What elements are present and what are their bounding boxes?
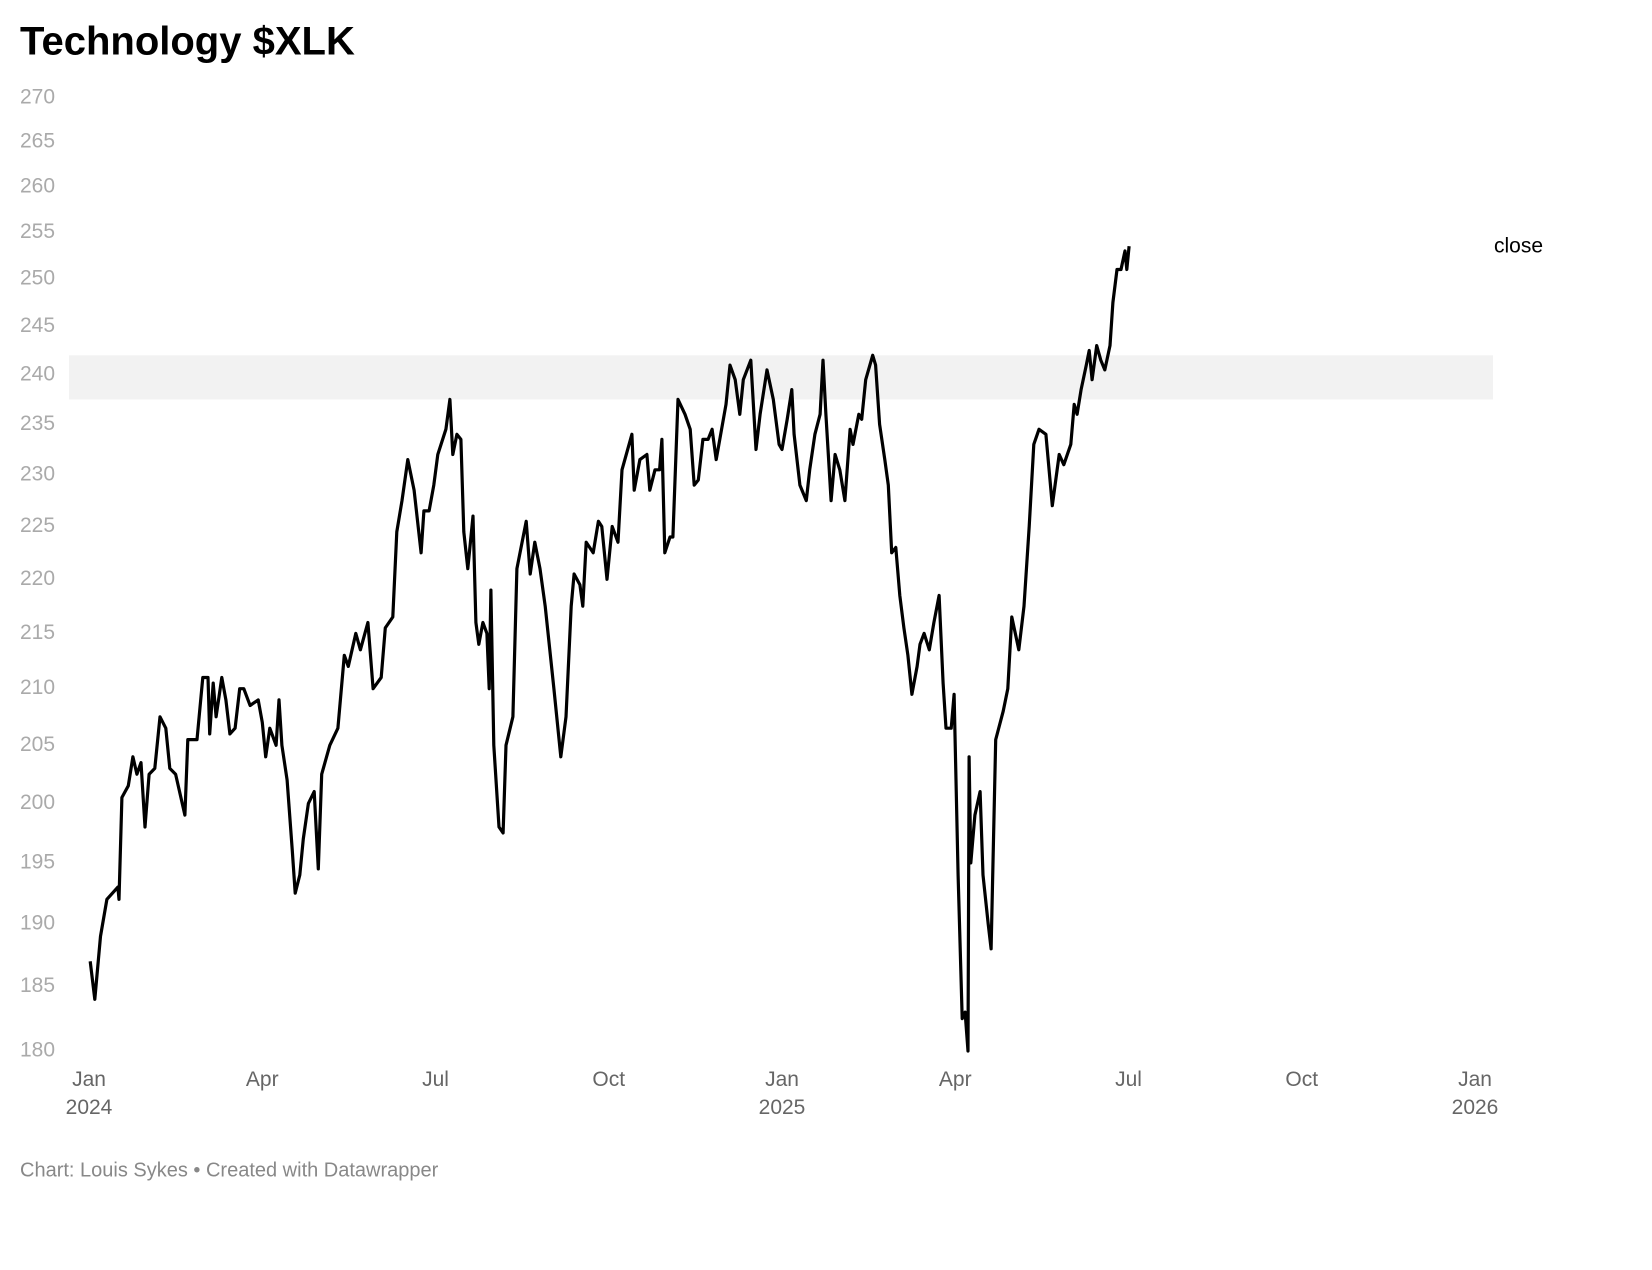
x-tick-label: Jul (422, 1068, 449, 1091)
y-tick-label: 180 (20, 1039, 55, 1062)
y-tick-label: 205 (20, 733, 55, 756)
y-tick-label: 220 (20, 567, 55, 590)
y-tick-label: 210 (20, 676, 55, 699)
y-tick-label: 215 (20, 621, 55, 644)
x-tick-label: Jan 2024 (65, 1068, 113, 1119)
y-tick-label: 200 (20, 791, 55, 814)
y-tick-label: 195 (20, 850, 55, 873)
x-tick-label: Jan 2026 (1451, 1068, 1499, 1119)
y-tick-label: 225 (20, 514, 55, 537)
x-tick-label: Apr (245, 1068, 279, 1091)
y-tick-label: 265 (20, 129, 55, 152)
y-tick-label: 250 (20, 266, 55, 289)
price-line (88, 246, 1131, 1053)
x-tick-label: Jul (1115, 1068, 1142, 1091)
series-label: close (1494, 235, 1543, 258)
y-tick-label: 235 (20, 412, 55, 435)
y-tick-label: 185 (20, 974, 55, 997)
y-tick-label: 230 (20, 462, 55, 485)
y-tick-label: 190 (20, 911, 55, 934)
y-tick-label: 260 (20, 174, 55, 197)
y-tick-label: 270 (20, 86, 55, 109)
x-tick-label: Jan 2025 (758, 1068, 806, 1119)
x-tick-label: Oct (1285, 1068, 1319, 1091)
x-tick-label: Oct (592, 1068, 626, 1091)
chart-title: Technology $XLK (20, 20, 355, 64)
y-tick-label: 240 (20, 362, 55, 385)
y-tick-label: 255 (20, 220, 55, 243)
highlight-band (69, 355, 1493, 400)
x-tick-label: Apr (938, 1068, 972, 1091)
chart-source: Chart: Louis Sykes • Created with Datawr… (20, 1159, 439, 1181)
y-tick-label: 245 (20, 314, 55, 337)
